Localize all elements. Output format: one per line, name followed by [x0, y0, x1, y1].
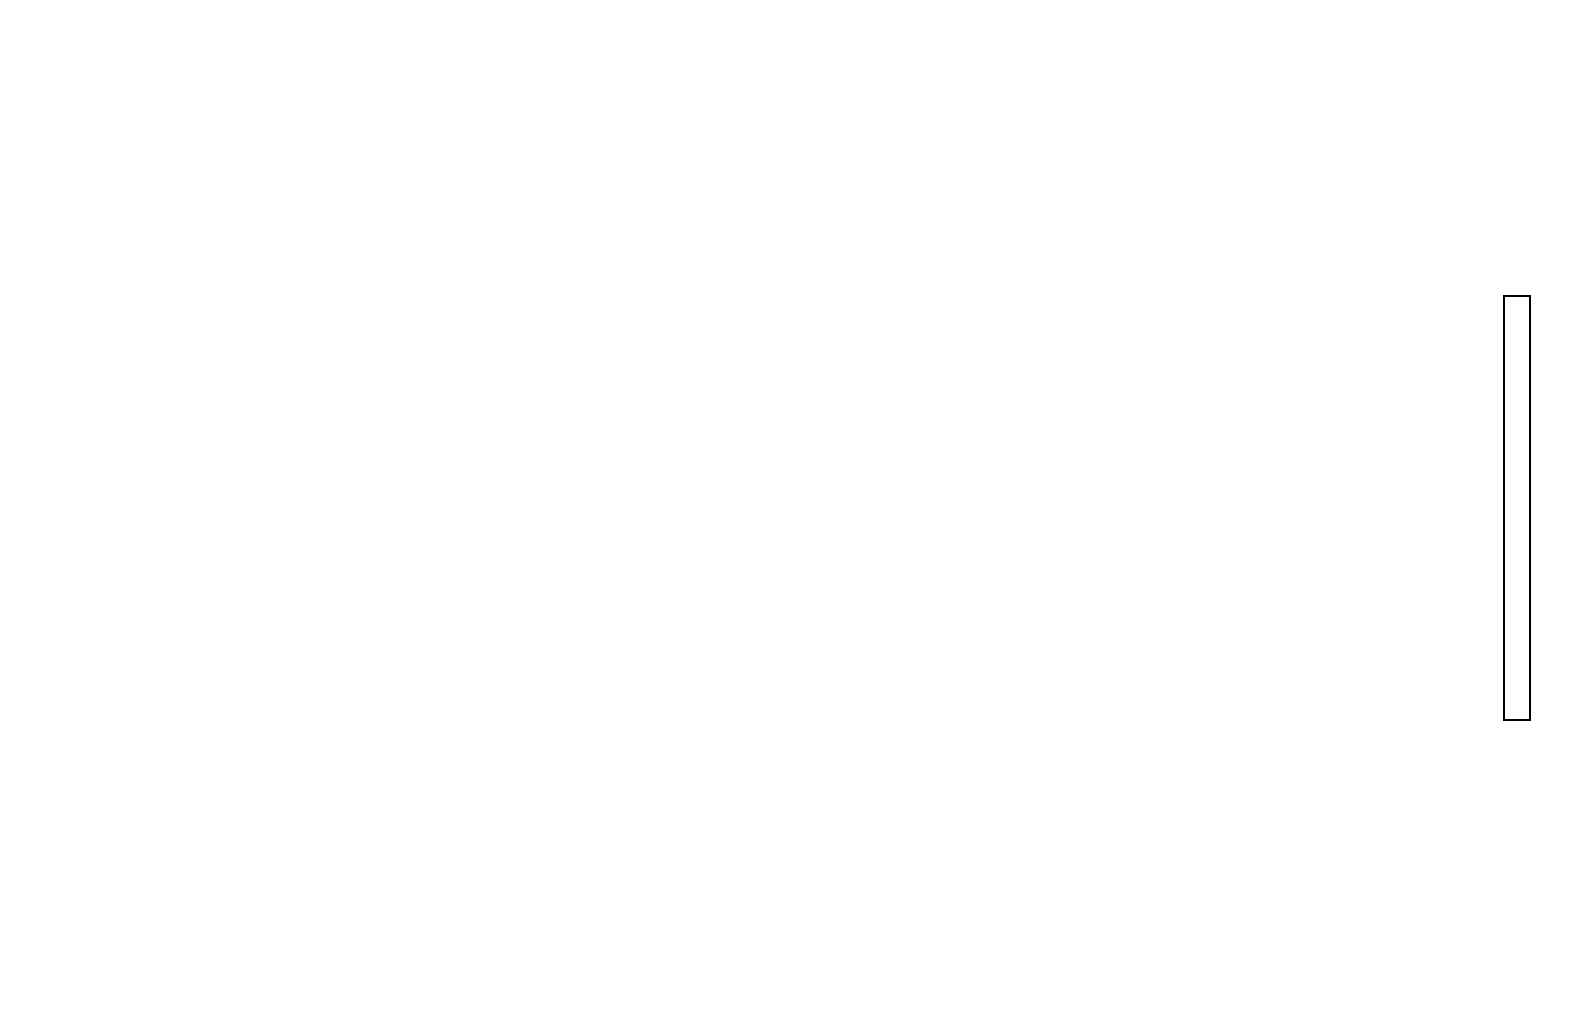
colorbar [1503, 295, 1531, 721]
raw-heatmap-canvas [55, 33, 1452, 450]
screened-heatmap-canvas [55, 535, 1452, 952]
